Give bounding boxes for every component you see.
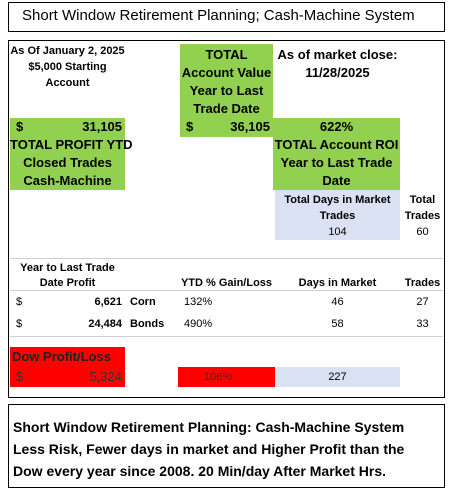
main-box bbox=[8, 40, 445, 398]
cell-text: As of market close: bbox=[277, 47, 398, 62]
cell-text: Year to Last bbox=[189, 83, 264, 98]
days: 227 bbox=[328, 371, 347, 383]
days: 58 bbox=[331, 318, 344, 330]
amount: 31,105 bbox=[82, 119, 122, 134]
cell-text: Year to Last Trade bbox=[280, 155, 393, 170]
cell-text: TOTAL Account ROI bbox=[274, 137, 399, 152]
footer-line: Short Window Retirement Planning: Cash-M… bbox=[13, 419, 405, 435]
gain: 132% bbox=[184, 296, 213, 308]
cell-text: Account bbox=[45, 77, 90, 89]
lavender-cell bbox=[275, 367, 400, 387]
title-box bbox=[8, 2, 445, 32]
footer-line: Dow every year since 2008. 20 Min/day Af… bbox=[13, 463, 386, 479]
column-header: YTD % Gain/Loss bbox=[180, 277, 273, 289]
cell-text: TOTAL PROFIT YTD bbox=[10, 137, 133, 152]
footer-line: Less Risk, Fewer days in market and High… bbox=[13, 441, 405, 457]
column-header: Date Profit bbox=[39, 277, 96, 289]
cell-text: Total bbox=[409, 194, 436, 206]
cell-text: 11/28/2025 bbox=[305, 65, 370, 80]
cell-value: 104 bbox=[328, 226, 347, 238]
cell-text: Trades bbox=[319, 210, 356, 222]
column-header: Days in Market bbox=[298, 277, 377, 289]
cell-text: TOTAL bbox=[205, 47, 248, 62]
asset: Corn bbox=[130, 296, 156, 308]
dow-label: Dow Profit/Loss bbox=[12, 349, 111, 364]
cell-text: Account Value bbox=[181, 65, 272, 80]
currency: $ bbox=[16, 318, 23, 330]
cell-value: 60 bbox=[416, 226, 429, 238]
red-cell bbox=[178, 367, 275, 387]
trades: 27 bbox=[416, 296, 429, 308]
cell-text: Trade Date bbox=[193, 101, 260, 116]
grid-line bbox=[10, 290, 443, 291]
cell-text: Total Days in Market bbox=[284, 194, 391, 206]
green-cell bbox=[273, 118, 400, 190]
column-header: Year to Last Trade bbox=[20, 262, 115, 274]
footer-box bbox=[8, 404, 445, 488]
profit: 24,484 bbox=[88, 318, 122, 330]
cell-text: Date bbox=[322, 173, 351, 188]
amount: 36,105 bbox=[230, 119, 270, 134]
gain: 490% bbox=[184, 318, 213, 330]
amount: 5,324 bbox=[89, 369, 122, 384]
gain: 106% bbox=[203, 371, 233, 383]
cell-text: Closed Trades bbox=[23, 155, 112, 170]
grid-line bbox=[10, 258, 443, 259]
column-header: Trades bbox=[404, 277, 441, 289]
currency: $ bbox=[16, 296, 23, 308]
grid-line bbox=[10, 336, 443, 337]
currency: $ bbox=[16, 119, 24, 134]
green-cell bbox=[180, 118, 273, 137]
lavender-cell bbox=[275, 190, 400, 240]
profit: 6,621 bbox=[94, 296, 122, 308]
red-cell bbox=[10, 347, 125, 387]
currency: $ bbox=[16, 369, 24, 384]
green-cell bbox=[180, 44, 273, 118]
green-cell bbox=[10, 118, 125, 190]
cell-text: As Of January 2, 2025 bbox=[10, 45, 125, 57]
days: 46 bbox=[331, 296, 344, 308]
trades: 33 bbox=[416, 318, 429, 330]
cell-text: Cash-Machine bbox=[23, 173, 112, 188]
asset: Bonds bbox=[130, 318, 165, 330]
cell-text: $5,000 Starting bbox=[28, 61, 107, 73]
roi-value: 622% bbox=[319, 119, 354, 134]
title: Short Window Retirement Planning; Cash-M… bbox=[22, 7, 415, 24]
cell-text: Trades bbox=[404, 210, 441, 222]
currency: $ bbox=[186, 119, 194, 134]
